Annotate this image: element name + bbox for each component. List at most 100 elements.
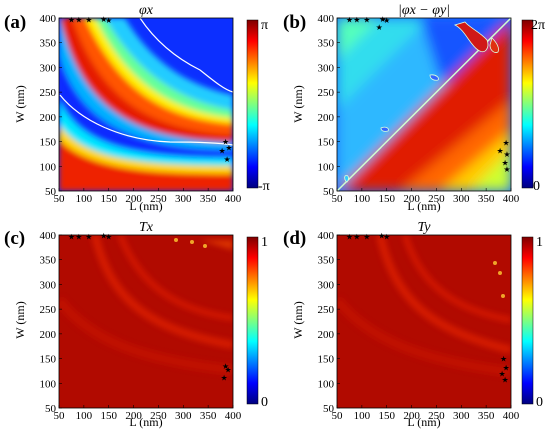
title-a: φx (139, 3, 154, 18)
star-marker: ★ (503, 165, 510, 174)
x-tick-label: 400 (503, 410, 520, 422)
star-marker: ★ (383, 16, 390, 25)
y-tick-label: 100 (40, 161, 57, 173)
y-tick-label: 150 (40, 137, 57, 149)
star-marker: ★ (218, 146, 225, 155)
x-tick-label: 100 (76, 193, 93, 205)
colorbar-min-a: -π (258, 179, 270, 194)
star-marker: ★ (222, 138, 229, 147)
axes-frame-b (336, 17, 512, 192)
y-tick-label: 200 (318, 112, 335, 124)
y-tick-label: 250 (40, 304, 57, 316)
y-tick-label: 150 (318, 137, 335, 149)
x-tick-label: 250 (428, 193, 445, 205)
x-tick-label: 350 (478, 193, 495, 205)
panel-b: 50 100 150 200 250 300 350 400 50 100 150 200 250 300… (283, 3, 545, 213)
xlabel-b: L (nm) (407, 199, 440, 213)
star-marker: ★ (500, 355, 507, 364)
x-tick-label: 350 (200, 410, 217, 422)
y-tick-label: 300 (40, 279, 57, 291)
axes-frame-a (58, 17, 234, 192)
x-tick-label: 150 (100, 410, 117, 422)
star-marker: ★ (75, 232, 82, 241)
x-tick-label: 350 (478, 410, 495, 422)
star-marker: ★ (224, 365, 231, 374)
colorbar-min-b: 0 (533, 179, 540, 194)
ylabel-c: W (nm) (13, 301, 27, 338)
title-c: Tx (139, 220, 154, 235)
star-marker: ★ (346, 15, 353, 24)
star-marker: ★ (100, 231, 107, 240)
x-tick-label: 200 (125, 410, 142, 422)
x-tick-label: 150 (378, 410, 395, 422)
y-tick-label: 100 (318, 161, 335, 173)
x-tick-label: 200 (403, 410, 420, 422)
star-marker: ★ (75, 15, 82, 24)
markers-d: ★ ★ ★ ★★★★★★ (346, 231, 510, 384)
xlabel-d: L (nm) (407, 415, 440, 429)
x-tick-label: 200 (125, 193, 142, 205)
star-marker: ★ (496, 146, 503, 155)
star-marker: ★ (68, 232, 75, 241)
star-marker: ★ (376, 23, 383, 32)
y-tick-label: 400 (40, 13, 57, 25)
panel-label-d: (d) (283, 228, 306, 249)
x-tick-label: 200 (403, 193, 420, 205)
y-tick-label: 250 (40, 87, 57, 99)
star-marker: ★ (501, 375, 508, 384)
colorbar-d (521, 236, 534, 405)
y-tick-label: 150 (318, 354, 335, 366)
x-tick-label: 250 (150, 410, 167, 422)
x-ticks-c: 50 100 150 200 250 300 350 400 50 100 150 200 250 300… (40, 230, 242, 422)
y-tick-label: 50 (323, 186, 335, 198)
star-marker: ★ (85, 232, 92, 241)
ylabel-d: W (nm) (291, 301, 305, 338)
star-marker: ★ (225, 144, 232, 153)
x-tick-label: 100 (354, 410, 371, 422)
colorbar-max-d: 1 (536, 235, 543, 250)
x-tick-label: 100 (354, 193, 371, 205)
star-marker: ★ (68, 15, 75, 24)
x-tick-label: 400 (225, 193, 242, 205)
star-marker: ★ (353, 15, 360, 24)
xlabel-a: L (nm) (129, 199, 162, 213)
markers-b: ★ ★ ★★★★★★★★★ (346, 15, 511, 174)
star-marker: ★ (503, 150, 510, 159)
star-marker: ★ (498, 369, 505, 378)
y-tick-label: 200 (40, 329, 57, 341)
y-tick-label: 350 (318, 38, 335, 50)
y-tick-label: 400 (318, 13, 335, 25)
heatmap-d (337, 235, 511, 408)
star-marker: ★ (501, 158, 508, 167)
star-marker: ★ (502, 363, 509, 372)
y-tick-label: 350 (40, 255, 57, 267)
y-tick-label: 300 (40, 62, 57, 74)
y-tick-label: 350 (40, 38, 57, 50)
x-tick-label: 350 (200, 193, 217, 205)
star-marker: ★ (346, 232, 353, 241)
star-marker: ★ (85, 15, 92, 24)
y-tick-label: 250 (318, 304, 335, 316)
title-b: |φx − φy| (398, 3, 450, 18)
star-marker: ★ (105, 232, 112, 241)
axes-frame-c (58, 234, 234, 409)
x-ticks-b: 50 100 150 200 250 300 350 400 50 100 150 200 250 300… (318, 13, 520, 205)
x-tick-label: 300 (175, 410, 192, 422)
y-tick-label: 400 (318, 230, 335, 242)
x-tick-label: 150 (378, 193, 395, 205)
star-marker: ★ (220, 373, 227, 382)
colorbar-c (246, 236, 259, 405)
star-marker: ★ (378, 231, 385, 240)
y-tick-label: 300 (318, 279, 335, 291)
markers-a: ★ ★ ★ ★★★★★★ (68, 15, 233, 164)
y-tick-label: 100 (40, 378, 57, 390)
panel-a: 50 100 150 200 250 300 350 400 50 100 150 200 250 300… (4, 3, 270, 213)
x-tick-label: 50 (54, 410, 66, 422)
y-tick-label: 50 (323, 403, 335, 415)
colorbar-min-d: 0 (536, 395, 543, 410)
panel-label-c: (c) (4, 228, 25, 249)
panel-c: 50 100 150 200 250 300 350 400 50 100 150 200 250 300… (4, 220, 268, 429)
xlabel-c: L (nm) (129, 415, 162, 429)
y-tick-label: 350 (318, 255, 335, 267)
